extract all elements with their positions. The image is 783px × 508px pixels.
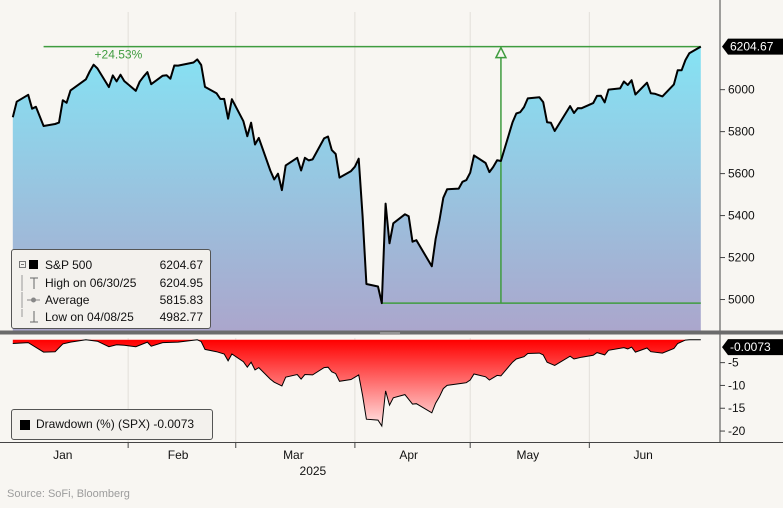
price-value-tag-text: 6204.67 [730,40,774,54]
drawdown-value-tag-text: -0.0073 [730,340,771,354]
year-label: 2025 [300,464,327,478]
month-label: Apr [399,448,418,462]
current-value-tags: 6204.67 -0.0073 [722,38,783,356]
month-label: May [517,448,540,462]
price-y-tick-label: 6000 [728,83,755,97]
price-y-tick-label: 5800 [728,125,755,139]
gain-arrow-head [494,45,508,59]
gain-annotation [43,45,701,304]
drawdown-y-tick-label: -20 [728,424,746,438]
price-y-tick-label: 5400 [728,209,755,223]
drawdown-legend-box: Drawdown (%) (SPX) -0.0073 [11,409,213,440]
drawdown-y-axis: -5 -10 -15 -20 [720,356,746,438]
legend-low-label: Low on 04/08/25 [45,310,134,324]
drawdown-y-tick-label: -15 [728,401,746,415]
average-marker-icon [21,292,40,308]
source-note: Source: SoFi, Bloomberg [7,488,130,500]
month-label: Mar [283,448,304,462]
legend-row-series: S&P 500 6204.67 [12,257,210,273]
price-line [11,45,702,305]
legend-series-value: 6204.67 [159,258,203,272]
chart-frame [0,0,783,443]
legend-row-high: High on 06/30/25 6204.95 [12,275,210,291]
price-value-tag-box [722,38,783,55]
x-axis: Jan Feb Mar Apr May Jun 2025 [53,442,653,478]
drawdown-area-fill [12,339,701,426]
gain-label: +24.53% [95,48,143,62]
price-y-axis: 5000 5200 5400 5600 5800 6000 [720,83,755,307]
month-label: Feb [168,448,189,462]
drawdown-value-tag-box [722,339,783,356]
drawdown-legend-swatch [20,420,30,430]
legend-high-label: High on 06/30/25 [45,276,137,290]
low-marker-icon [21,309,38,323]
month-label: Jun [633,448,652,462]
drawdown-y-tick-label: -10 [728,378,746,392]
legend-box: S&P 500 6204.67 High on 06/30/25 6204.95… [11,249,211,329]
legend-low-value: 4982.77 [159,310,203,324]
price-y-tick-label: 5000 [728,293,755,307]
high-marker-icon [21,275,38,291]
drawdown-y-tick-label: -5 [728,356,739,370]
legend-high-value: 6204.95 [159,276,203,290]
drawdown-line [12,339,701,428]
legend-series-label: S&P 500 [45,258,93,272]
legend-row-low: Low on 04/08/25 4982.77 [12,309,210,325]
drawdown-legend-label: Drawdown (%) (SPX) -0.0073 [36,417,195,431]
month-label: Jan [53,448,72,462]
legend-average-value: 5815.83 [159,293,203,307]
legend-collapse-icon [19,260,38,269]
legend-average-label: Average [45,293,90,307]
legend-row-average: Average 5815.83 [12,292,210,308]
price-y-tick-label: 5200 [728,251,755,265]
price-y-tick-label: 5600 [728,167,755,181]
